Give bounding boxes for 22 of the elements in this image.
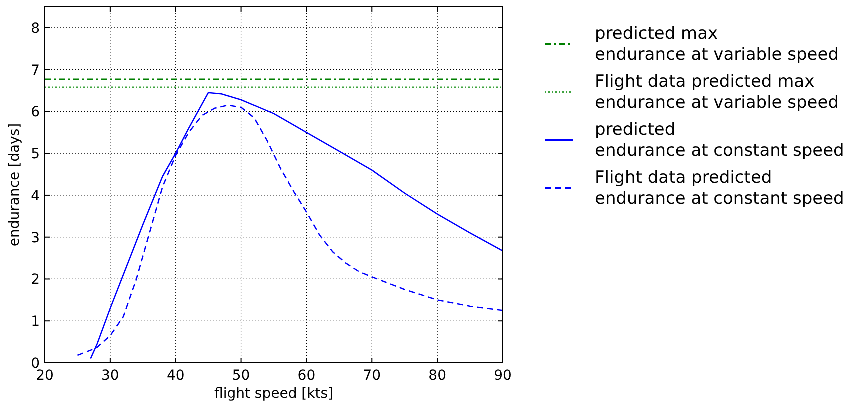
y-tick-label: 2 <box>31 272 40 288</box>
legend-label: Flight data predicted max endurance at variable speed <box>595 72 840 113</box>
x-tick-label: 60 <box>298 368 316 384</box>
x-tick-label: 30 <box>102 368 120 384</box>
y-tick-label: 4 <box>31 188 40 204</box>
x-tick-label: 20 <box>36 368 54 384</box>
x-tick-label: 80 <box>428 368 446 384</box>
legend-label: predicted endurance at constant speed <box>595 120 844 161</box>
y-tick-label: 6 <box>31 104 40 121</box>
x-tick-label: 50 <box>232 368 250 384</box>
y-tick-label: 1 <box>31 314 40 330</box>
legend-label: predicted max endurance at variable speed <box>595 24 840 65</box>
y-tick-label: 5 <box>31 146 40 163</box>
y-tick-label: 8 <box>31 20 40 37</box>
legend-label: Flight data predicted endurance at constant speed <box>595 168 844 209</box>
x-axis-title: flight speed [kts] <box>214 386 334 402</box>
x-tick-label: 70 <box>363 368 382 384</box>
y-tick-label: 3 <box>31 230 40 246</box>
x-tick-label: 90 <box>494 368 512 384</box>
y-axis-title: endurance [days] <box>7 123 23 247</box>
y-tick-label: 7 <box>31 62 40 79</box>
x-tick-label: 40 <box>166 368 185 384</box>
